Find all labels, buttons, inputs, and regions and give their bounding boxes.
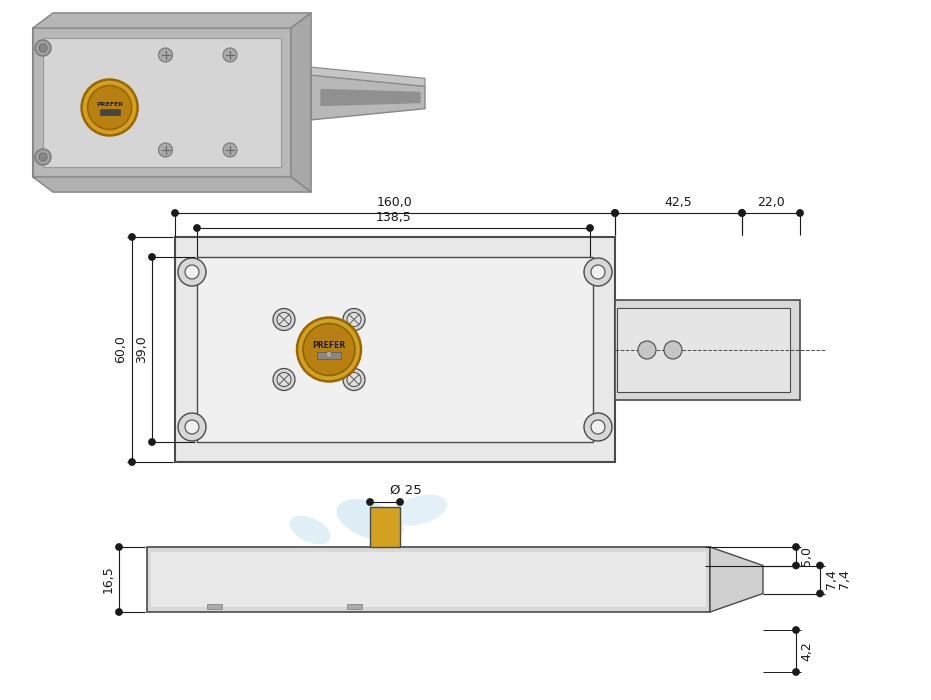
Circle shape [612, 209, 618, 216]
Circle shape [584, 413, 612, 441]
Circle shape [326, 351, 332, 358]
Circle shape [664, 341, 682, 359]
Circle shape [273, 368, 295, 391]
Polygon shape [311, 75, 425, 120]
Circle shape [738, 209, 746, 216]
Text: 42,5: 42,5 [665, 196, 693, 209]
Polygon shape [33, 13, 311, 28]
Polygon shape [710, 547, 763, 612]
Circle shape [128, 234, 136, 241]
Bar [151, 552, 706, 607]
Circle shape [816, 562, 824, 569]
Ellipse shape [290, 516, 331, 545]
Circle shape [347, 372, 361, 386]
Circle shape [792, 543, 800, 550]
Text: PREFER: PREFER [96, 102, 123, 107]
Text: 60,0: 60,0 [114, 335, 127, 363]
Circle shape [591, 420, 605, 434]
Circle shape [792, 562, 800, 569]
FancyBboxPatch shape [33, 28, 291, 177]
Ellipse shape [427, 414, 482, 446]
Circle shape [343, 309, 365, 330]
Circle shape [792, 668, 800, 676]
Circle shape [185, 265, 199, 279]
Circle shape [303, 323, 355, 375]
Circle shape [397, 498, 403, 505]
Bar [43, 38, 281, 167]
Circle shape [115, 543, 123, 550]
Circle shape [39, 153, 47, 161]
Bar [100, 108, 119, 115]
Bar [175, 237, 615, 462]
Ellipse shape [296, 307, 364, 363]
Circle shape [223, 143, 237, 157]
Circle shape [185, 420, 199, 434]
Bar [615, 300, 800, 400]
Circle shape [587, 225, 593, 232]
Bar [317, 351, 341, 358]
Circle shape [158, 143, 172, 157]
Text: 22,0: 22,0 [757, 196, 785, 209]
Circle shape [158, 48, 172, 62]
Circle shape [584, 258, 612, 286]
Circle shape [277, 312, 291, 326]
Circle shape [816, 590, 824, 597]
Polygon shape [33, 177, 311, 192]
Ellipse shape [336, 499, 403, 540]
Circle shape [797, 209, 803, 216]
Circle shape [149, 253, 155, 260]
Bar [197, 257, 593, 442]
Circle shape [82, 80, 138, 136]
Circle shape [35, 40, 51, 56]
Text: 16,5: 16,5 [102, 566, 115, 594]
Ellipse shape [567, 335, 633, 376]
Ellipse shape [345, 295, 395, 325]
Circle shape [178, 413, 206, 441]
Circle shape [792, 626, 800, 634]
Circle shape [591, 265, 605, 279]
Circle shape [194, 225, 200, 232]
Polygon shape [321, 90, 420, 106]
Circle shape [171, 209, 179, 216]
Circle shape [128, 458, 136, 466]
Ellipse shape [393, 495, 447, 525]
Circle shape [347, 312, 361, 326]
Circle shape [273, 309, 295, 330]
Text: Ø 25: Ø 25 [390, 484, 422, 497]
Text: 138,5: 138,5 [375, 211, 412, 224]
Circle shape [223, 48, 237, 62]
Bar [370, 507, 400, 547]
Circle shape [149, 438, 155, 445]
Circle shape [612, 209, 618, 216]
Ellipse shape [465, 331, 516, 379]
Circle shape [39, 44, 47, 52]
Text: 39,0: 39,0 [135, 335, 148, 363]
Polygon shape [311, 67, 425, 86]
Circle shape [638, 341, 656, 359]
Circle shape [343, 368, 365, 391]
Text: 160,0: 160,0 [377, 196, 412, 209]
Bar [347, 604, 362, 609]
Circle shape [35, 149, 51, 165]
Circle shape [738, 209, 746, 216]
Bar [617, 308, 790, 392]
Text: PREFER: PREFER [313, 341, 345, 350]
Text: 4,2: 4,2 [800, 641, 813, 661]
Text: 7,4: 7,4 [825, 570, 838, 589]
Bar [207, 604, 222, 609]
Circle shape [88, 85, 131, 130]
Ellipse shape [474, 379, 546, 431]
Bar [147, 547, 710, 612]
Circle shape [115, 608, 123, 615]
Circle shape [367, 498, 373, 505]
Circle shape [277, 372, 291, 386]
Text: 5,0: 5,0 [800, 546, 813, 566]
Ellipse shape [539, 304, 581, 336]
Text: 7,4: 7,4 [838, 570, 851, 589]
Circle shape [297, 318, 361, 382]
Circle shape [178, 258, 206, 286]
Polygon shape [291, 13, 311, 192]
